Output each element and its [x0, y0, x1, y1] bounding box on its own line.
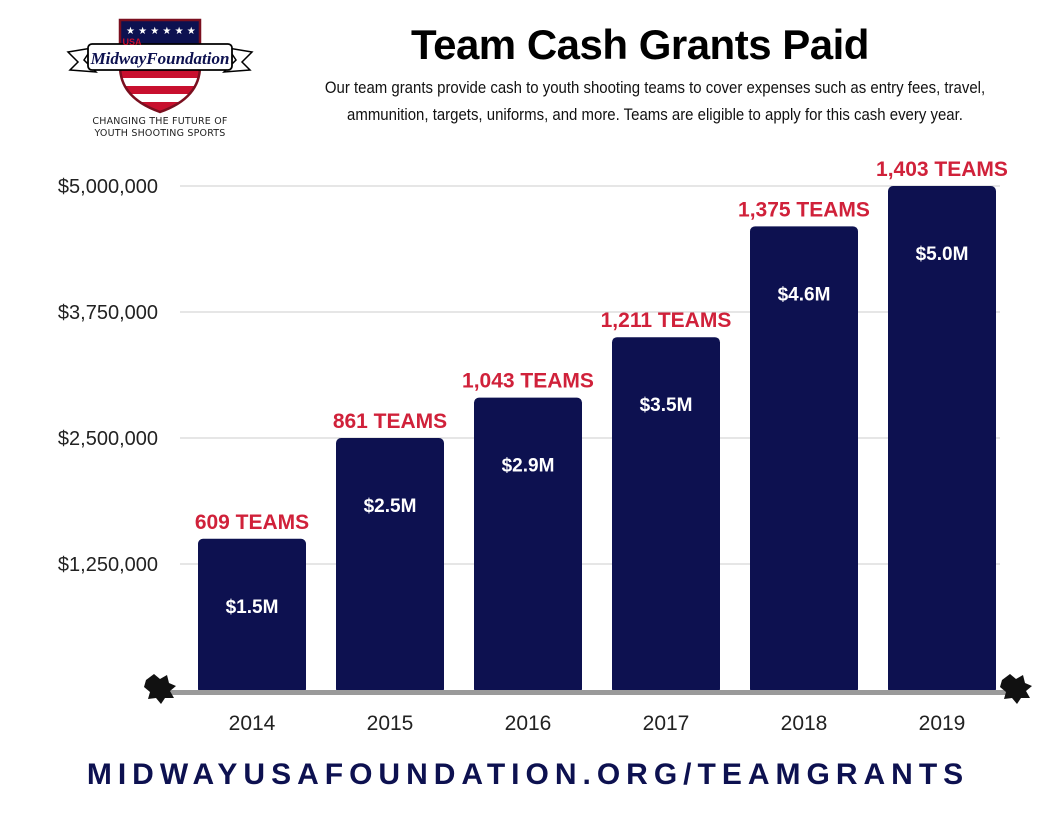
foundation-logo: ★ ★ ★ ★ ★ ★ MidwayFoundation USA CHANGIN… — [62, 14, 258, 144]
x-tick-label: 2016 — [505, 712, 552, 735]
bar-value-label: $2.9M — [502, 456, 555, 477]
logo-usa-text: USA — [122, 37, 142, 47]
logo-name-text: MidwayFoundation — [90, 49, 230, 68]
team-count-label: 861 TEAMS — [333, 410, 447, 433]
splat-left-icon — [144, 674, 176, 704]
bar — [474, 397, 582, 694]
bar — [612, 337, 720, 694]
grid-lines — [180, 185, 1000, 565]
bar — [750, 226, 858, 694]
y-tick-label: $2,500,000 — [58, 428, 158, 450]
bar — [888, 186, 996, 694]
bar-value-label: $5.0M — [916, 244, 969, 265]
star-icons: ★ ★ ★ ★ ★ ★ — [126, 26, 196, 37]
x-axis-baseline — [144, 674, 1032, 704]
team-count-label: 1,403 TEAMS — [876, 158, 1008, 181]
x-tick-label: 2014 — [229, 712, 276, 735]
bar-value-label: $4.6M — [778, 284, 831, 305]
flag-shield-emblem: ★ ★ ★ ★ ★ ★ MidwayFoundation USA — [66, 18, 254, 114]
team-count-label: 1,375 TEAMS — [738, 198, 870, 221]
team-count-label: 1,211 TEAMS — [601, 309, 732, 332]
page-title: Team Cash Grants Paid — [411, 21, 869, 68]
bars: $1.5M 609 TEAMS $2.5M 861 TEAMS $2.9M 1,043 T… — [195, 158, 1008, 694]
y-axis-ticks: $1,250,000 $2,500,000 $3,750,000 $5,000,000 — [58, 176, 158, 576]
svg-text:★ ★ ★ ★ ★ ★: ★ ★ ★ ★ ★ ★ — [126, 26, 196, 37]
x-tick-label: 2015 — [367, 712, 414, 735]
team-count-label: 1,043 TEAMS — [462, 370, 594, 393]
y-tick-label: $5,000,000 — [58, 176, 158, 198]
bar-value-label: $2.5M — [364, 496, 417, 517]
bar — [336, 438, 444, 694]
bar-value-label: $3.5M — [640, 395, 693, 416]
logo-tagline: CHANGING THE FUTURE OF YOUTH SHOOTING SP… — [92, 116, 228, 139]
y-tick-label: $1,250,000 — [58, 554, 158, 576]
page-subtitle: Our team grants provide cash to youth sh… — [324, 78, 986, 124]
x-axis-ticks: 2014 2015 2016 2017 2018 2019 — [229, 712, 966, 735]
x-tick-label: 2019 — [919, 712, 966, 735]
x-tick-label: 2017 — [643, 712, 690, 735]
footer-url[interactable]: MIDWAYUSAFOUNDATION.ORG/TEAMGRANTS — [86, 758, 970, 791]
bar — [198, 538, 306, 694]
y-tick-label: $3,750,000 — [58, 302, 158, 324]
baseline-bar — [150, 690, 1020, 695]
x-tick-label: 2018 — [781, 712, 828, 735]
bar-value-label: $1.5M — [226, 597, 279, 618]
team-count-label: 609 TEAMS — [195, 511, 309, 534]
splat-right-icon — [1000, 674, 1032, 704]
